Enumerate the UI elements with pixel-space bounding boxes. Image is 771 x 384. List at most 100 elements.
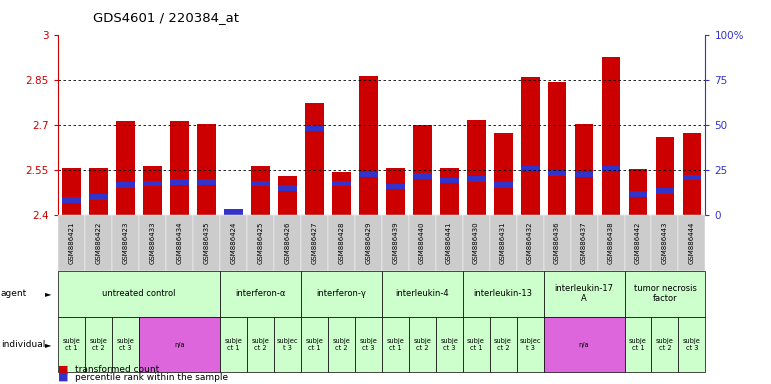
Bar: [628, 169, 648, 215]
Text: GSM886424: GSM886424: [231, 222, 236, 264]
Text: subje
ct 2: subje ct 2: [413, 338, 431, 351]
Bar: [62, 168, 81, 215]
Text: subje
ct 1: subje ct 1: [305, 338, 323, 351]
Bar: [116, 182, 135, 188]
Text: individual: individual: [1, 340, 45, 349]
Bar: [601, 58, 621, 215]
Bar: [332, 181, 351, 186]
Text: interferon-γ: interferon-γ: [316, 289, 366, 298]
Text: GSM886429: GSM886429: [365, 222, 371, 264]
Bar: [251, 181, 270, 186]
Bar: [682, 175, 702, 180]
Text: GSM886430: GSM886430: [473, 222, 479, 264]
Text: GSM886431: GSM886431: [500, 222, 506, 264]
Bar: [628, 191, 648, 197]
Bar: [143, 181, 162, 186]
Bar: [682, 133, 702, 215]
Text: subje
ct 1: subje ct 1: [467, 338, 485, 351]
Text: GSM886440: GSM886440: [419, 222, 425, 264]
Text: GSM886432: GSM886432: [527, 222, 533, 264]
Bar: [439, 178, 459, 183]
Text: subje
ct 1: subje ct 1: [62, 338, 80, 351]
Bar: [574, 172, 594, 177]
Text: GSM886435: GSM886435: [204, 222, 209, 264]
Text: subje
ct 1: subje ct 1: [224, 338, 242, 351]
Text: GSM886422: GSM886422: [96, 222, 101, 264]
Text: subje
ct 1: subje ct 1: [629, 338, 647, 351]
Text: subje
ct 3: subje ct 3: [440, 338, 458, 351]
Text: ■: ■: [58, 364, 69, 374]
Text: n/a: n/a: [579, 342, 589, 348]
Text: ■: ■: [58, 372, 69, 382]
Text: interleukin-17
A: interleukin-17 A: [554, 284, 614, 303]
Text: percentile rank within the sample: percentile rank within the sample: [75, 373, 228, 382]
Text: subje
ct 3: subje ct 3: [683, 338, 701, 351]
Bar: [386, 184, 405, 189]
Bar: [62, 197, 81, 203]
Text: interleukin-13: interleukin-13: [473, 289, 533, 298]
Bar: [278, 185, 297, 191]
Text: GSM886438: GSM886438: [608, 222, 614, 264]
Text: GSM886434: GSM886434: [177, 222, 182, 264]
Text: GSM886433: GSM886433: [150, 222, 155, 264]
Text: untreated control: untreated control: [102, 289, 176, 298]
Text: ►: ►: [45, 289, 51, 298]
Bar: [359, 172, 378, 177]
Text: subje
ct 2: subje ct 2: [494, 338, 512, 351]
Bar: [386, 168, 405, 215]
Bar: [547, 170, 567, 176]
Bar: [466, 120, 486, 215]
Bar: [305, 125, 324, 131]
Text: GSM886427: GSM886427: [311, 222, 317, 264]
Bar: [412, 173, 432, 179]
Text: subje
ct 3: subje ct 3: [359, 338, 377, 351]
Text: tumor necrosis
factor: tumor necrosis factor: [634, 284, 696, 303]
Text: GSM886441: GSM886441: [446, 222, 452, 264]
Text: GSM886436: GSM886436: [554, 222, 560, 264]
Bar: [520, 166, 540, 171]
Bar: [170, 121, 189, 215]
Text: interferon-α: interferon-α: [235, 289, 285, 298]
Bar: [439, 168, 459, 215]
Text: subje
ct 3: subje ct 3: [116, 338, 134, 351]
Text: subje
ct 1: subje ct 1: [386, 338, 404, 351]
Text: transformed count: transformed count: [75, 366, 159, 374]
Bar: [224, 209, 243, 215]
Bar: [493, 133, 513, 215]
Text: GSM886437: GSM886437: [581, 222, 587, 264]
Text: GSM886443: GSM886443: [662, 222, 668, 264]
Bar: [224, 211, 243, 215]
Bar: [89, 168, 108, 215]
Bar: [116, 121, 135, 215]
Text: GSM886423: GSM886423: [123, 222, 128, 264]
Bar: [251, 166, 270, 215]
Text: subje
ct 2: subje ct 2: [89, 338, 107, 351]
Text: agent: agent: [1, 289, 27, 298]
Text: ►: ►: [45, 340, 51, 349]
Bar: [547, 82, 567, 215]
Bar: [520, 77, 540, 215]
Bar: [305, 103, 324, 215]
Text: subje
ct 2: subje ct 2: [251, 338, 269, 351]
Bar: [89, 194, 108, 200]
Text: GSM886425: GSM886425: [258, 222, 263, 264]
Text: subje
ct 2: subje ct 2: [656, 338, 674, 351]
Text: GSM886439: GSM886439: [392, 222, 398, 264]
Text: GDS4601 / 220384_at: GDS4601 / 220384_at: [93, 12, 238, 25]
Bar: [655, 188, 675, 194]
Text: subjec
t 3: subjec t 3: [277, 338, 298, 351]
Text: GSM886421: GSM886421: [69, 222, 74, 264]
Bar: [170, 179, 189, 185]
Bar: [197, 124, 216, 215]
Bar: [655, 137, 675, 215]
Bar: [412, 125, 432, 215]
Bar: [197, 179, 216, 185]
Bar: [466, 176, 486, 182]
Text: GSM886444: GSM886444: [689, 222, 695, 264]
Bar: [332, 172, 351, 215]
Bar: [493, 182, 513, 188]
Text: GSM886426: GSM886426: [284, 222, 290, 264]
Bar: [574, 124, 594, 215]
Text: interleukin-4: interleukin-4: [396, 289, 449, 298]
Text: GSM886442: GSM886442: [635, 222, 641, 264]
